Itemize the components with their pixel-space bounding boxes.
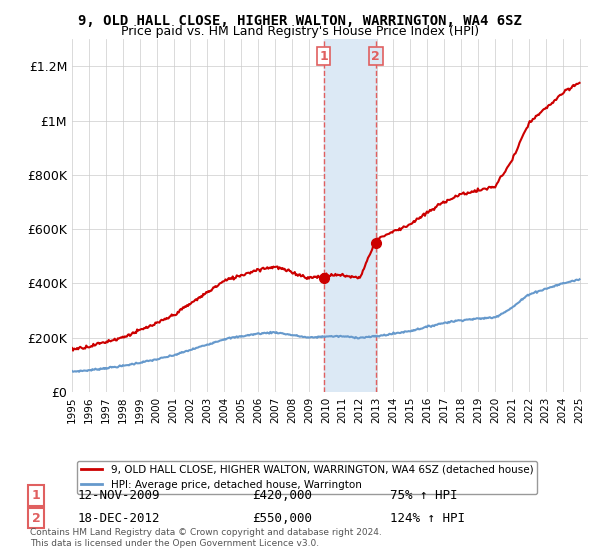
Text: 9, OLD HALL CLOSE, HIGHER WALTON, WARRINGTON, WA4 6SZ: 9, OLD HALL CLOSE, HIGHER WALTON, WARRIN… [78, 14, 522, 28]
Text: Price paid vs. HM Land Registry's House Price Index (HPI): Price paid vs. HM Land Registry's House … [121, 25, 479, 38]
Legend: 9, OLD HALL CLOSE, HIGHER WALTON, WARRINGTON, WA4 6SZ (detached house), HPI: Ave: 9, OLD HALL CLOSE, HIGHER WALTON, WARRIN… [77, 461, 538, 494]
Text: 18-DEC-2012: 18-DEC-2012 [78, 511, 161, 525]
Text: 1: 1 [319, 50, 328, 63]
Text: 12-NOV-2009: 12-NOV-2009 [78, 489, 161, 502]
Text: 1: 1 [32, 489, 40, 502]
Text: Contains HM Land Registry data © Crown copyright and database right 2024.
This d: Contains HM Land Registry data © Crown c… [30, 528, 382, 548]
Bar [323, 39, 376, 392]
Text: 2: 2 [371, 50, 380, 63]
Text: £420,000: £420,000 [252, 489, 312, 502]
Text: 75% ↑ HPI: 75% ↑ HPI [390, 489, 458, 502]
Text: 124% ↑ HPI: 124% ↑ HPI [390, 511, 465, 525]
Text: 2: 2 [32, 511, 40, 525]
Text: £550,000: £550,000 [252, 511, 312, 525]
